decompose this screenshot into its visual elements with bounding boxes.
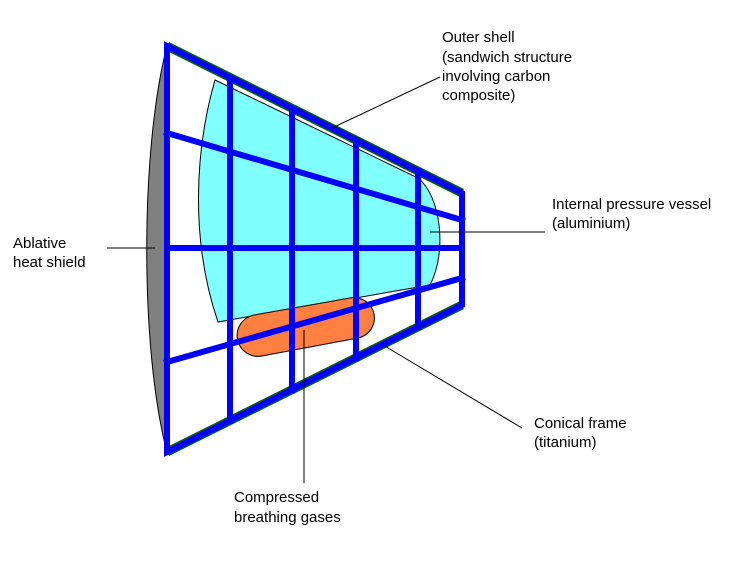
frame-outline xyxy=(164,41,465,457)
frame-ring-lower xyxy=(163,274,466,366)
label-breathing-gases: Compressed breathing gases xyxy=(234,489,341,526)
leader-outer-shell xyxy=(331,76,441,129)
label-conical-frame: Conical frame (titanium) xyxy=(534,415,631,451)
ablative-heat-shield xyxy=(146,45,168,453)
frame-ring-upper xyxy=(163,129,466,224)
leader-lines xyxy=(107,76,545,483)
conical-frame xyxy=(163,41,466,457)
label-outer-shell: Outer shell (sandwich structure involvin… xyxy=(442,29,576,104)
label-heat-shield: Ablative heat shield xyxy=(13,235,86,271)
label-pressure-vessel: Internal pressure vessel (aluminium) xyxy=(552,196,715,232)
leader-conical-frame xyxy=(382,344,523,429)
